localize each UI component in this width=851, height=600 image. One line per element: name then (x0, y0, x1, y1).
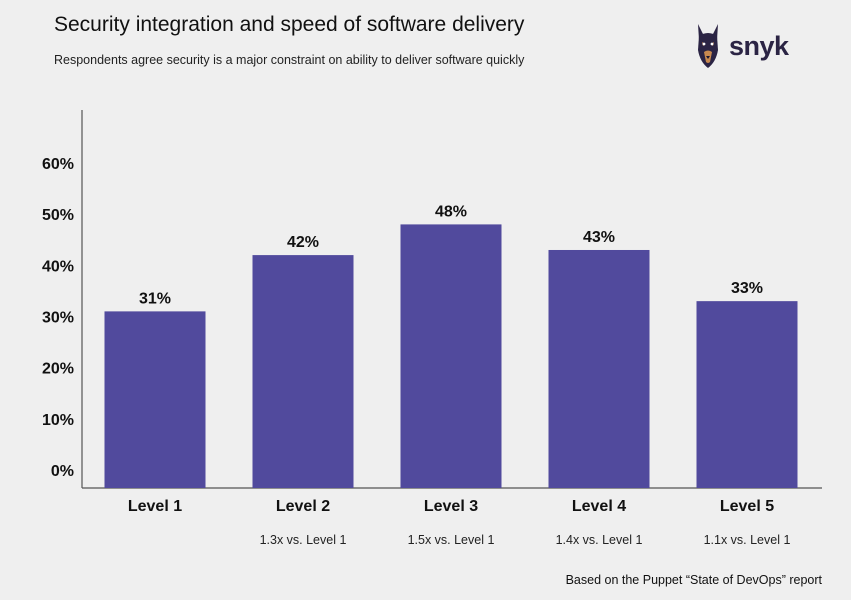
bar (104, 311, 206, 488)
x-category-label: Level 5 (720, 498, 774, 515)
value-labels: 31% 42% 48% 43% 33% (139, 203, 763, 307)
x-category-label: Level 2 (276, 498, 330, 515)
bar (252, 255, 354, 488)
x-category-label: Level 1 (128, 498, 182, 515)
chart-title: Security integration and speed of softwa… (54, 13, 525, 36)
y-tick-label: 0% (51, 463, 74, 480)
source-note: Based on the Puppet “State of DevOps” re… (565, 573, 822, 587)
bar-series (104, 224, 798, 488)
bar-value-label: 48% (435, 203, 467, 220)
x-category-note: 1.3x vs. Level 1 (260, 533, 347, 547)
y-tick-label: 30% (42, 310, 74, 327)
bar-value-label: 42% (287, 234, 319, 251)
bar-value-label: 43% (583, 229, 615, 246)
snyk-wordmark: snyk (729, 30, 789, 61)
y-tick-label: 10% (42, 412, 74, 429)
y-tick-label: 40% (42, 258, 74, 275)
x-category-note: 1.4x vs. Level 1 (556, 533, 643, 547)
x-category-label: Level 4 (572, 498, 626, 515)
y-tick-label: 50% (42, 207, 74, 224)
y-tick-label: 20% (42, 361, 74, 378)
bar-value-label: 31% (139, 290, 171, 307)
x-category-note: 1.1x vs. Level 1 (704, 533, 791, 547)
bar (696, 301, 798, 488)
bar (548, 249, 650, 488)
bar (400, 224, 502, 488)
x-category-note: 1.5x vs. Level 1 (408, 533, 495, 547)
x-category-label: Level 3 (424, 498, 478, 515)
y-tick-label: 60% (42, 156, 74, 173)
bar-value-label: 33% (731, 280, 763, 297)
y-axis-ticks: 0% 10% 20% 30% 40% 50% 60% (42, 156, 74, 480)
doberman-dog-icon (698, 24, 718, 68)
snyk-logo: snyk (693, 22, 789, 70)
x-axis-categories: Level 1 Level 2 1.3x vs. Level 1 Level 3 1.5… (128, 498, 791, 547)
chart-subtitle: Respondents agree security is a major co… (54, 53, 525, 67)
